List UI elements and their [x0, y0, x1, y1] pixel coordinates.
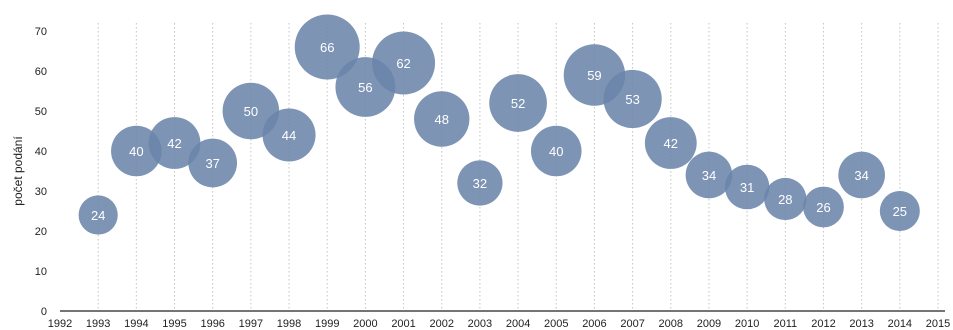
x-tick-label: 1998: [277, 318, 301, 330]
bubble-label: 32: [473, 176, 487, 191]
x-tick-label: 2002: [429, 318, 453, 330]
x-tick-label: 2014: [888, 318, 912, 330]
bubble-label: 42: [167, 136, 181, 151]
y-tick-label: 50: [35, 106, 47, 118]
bubble: [489, 74, 547, 132]
bubble: [294, 14, 360, 80]
bubble: [372, 31, 436, 95]
y-tick-label: 10: [35, 266, 47, 278]
bubble-label: 50: [244, 104, 258, 119]
x-tick-label: 2010: [735, 318, 759, 330]
bubble: [764, 177, 807, 221]
bubble-label: 25: [893, 204, 907, 219]
x-axis-ticks: 1992 1993 1994 1995 1996 1997 1998 1999 2000 2001…: [48, 318, 950, 330]
x-tick-label: 2003: [468, 318, 492, 330]
bubble: [148, 117, 201, 169]
x-tick-label: 2009: [697, 318, 721, 330]
bubble-label: 53: [625, 92, 639, 107]
bubble: [644, 117, 697, 169]
bubble: [879, 191, 920, 231]
x-tick-label: 2005: [544, 318, 568, 330]
bubble-label: 37: [205, 156, 219, 171]
bubble-label: 66: [320, 40, 334, 55]
y-tick-label: 40: [35, 146, 47, 158]
bubble-label: 40: [129, 144, 143, 159]
x-tick-label: 1994: [124, 318, 148, 330]
bubble: [838, 151, 885, 199]
bubble: [603, 69, 662, 129]
bubble: [457, 160, 503, 206]
x-tick-label: 1993: [86, 318, 110, 330]
y-tick-label: 30: [35, 186, 47, 198]
y-tick-label: 20: [35, 226, 47, 238]
x-tick-label: 1999: [315, 318, 339, 330]
bubble: [414, 91, 470, 147]
bubble-label: 34: [854, 168, 868, 183]
bubble-label: 52: [511, 96, 525, 111]
x-tick-label: 2004: [506, 318, 530, 330]
x-tick-label: 2007: [620, 318, 644, 330]
bubble: [530, 125, 582, 177]
y-axis-title: počet podání: [11, 136, 25, 206]
x-tick-label: 2012: [811, 318, 835, 330]
bubble-label: 34: [702, 168, 716, 183]
x-tick-label: 2001: [391, 318, 415, 330]
bubble: [724, 164, 770, 210]
x-tick-label: 1996: [200, 318, 224, 330]
bubble: [188, 138, 238, 188]
bubble: [685, 151, 733, 199]
x-tick-label: 2000: [353, 318, 377, 330]
bubble-label: 62: [396, 56, 410, 71]
x-tick-label: 2013: [849, 318, 873, 330]
x-tick-label: 1997: [239, 318, 263, 330]
bubble: [111, 125, 162, 177]
bubble-label: 59: [587, 68, 601, 83]
x-tick-label: 1995: [162, 318, 186, 330]
y-tick-label: 70: [35, 26, 47, 38]
bubble-label: 56: [358, 80, 372, 95]
bubble-label: 26: [816, 200, 830, 215]
bubble-label: 24: [91, 208, 105, 223]
bubble-label: 28: [778, 192, 792, 207]
x-tick-label: 2008: [659, 318, 683, 330]
bubble-label: 31: [740, 180, 754, 195]
bubble-label: 44: [282, 128, 296, 143]
x-tick-label: 2011: [773, 318, 797, 330]
y-tick-label: 0: [41, 306, 47, 318]
y-axis-ticks: 0 10 20 30 40 50 60 70: [35, 26, 47, 318]
bubble-label: 42: [664, 136, 678, 151]
x-tick-label: 1992: [48, 318, 72, 330]
bubble: [803, 186, 844, 228]
bubble-label: 40: [549, 144, 563, 159]
x-tick-label: 2015: [926, 318, 950, 330]
bubble-series: 24 40 42 37 50 44 66 56 62 48 32 52 40 59 53 42 34 31 28 26…: [78, 14, 920, 235]
y-tick-label: 60: [35, 66, 47, 78]
x-tick-label: 2006: [582, 318, 606, 330]
bubble: [262, 108, 316, 162]
bubble-label: 48: [435, 112, 449, 127]
bubble: [78, 195, 118, 235]
